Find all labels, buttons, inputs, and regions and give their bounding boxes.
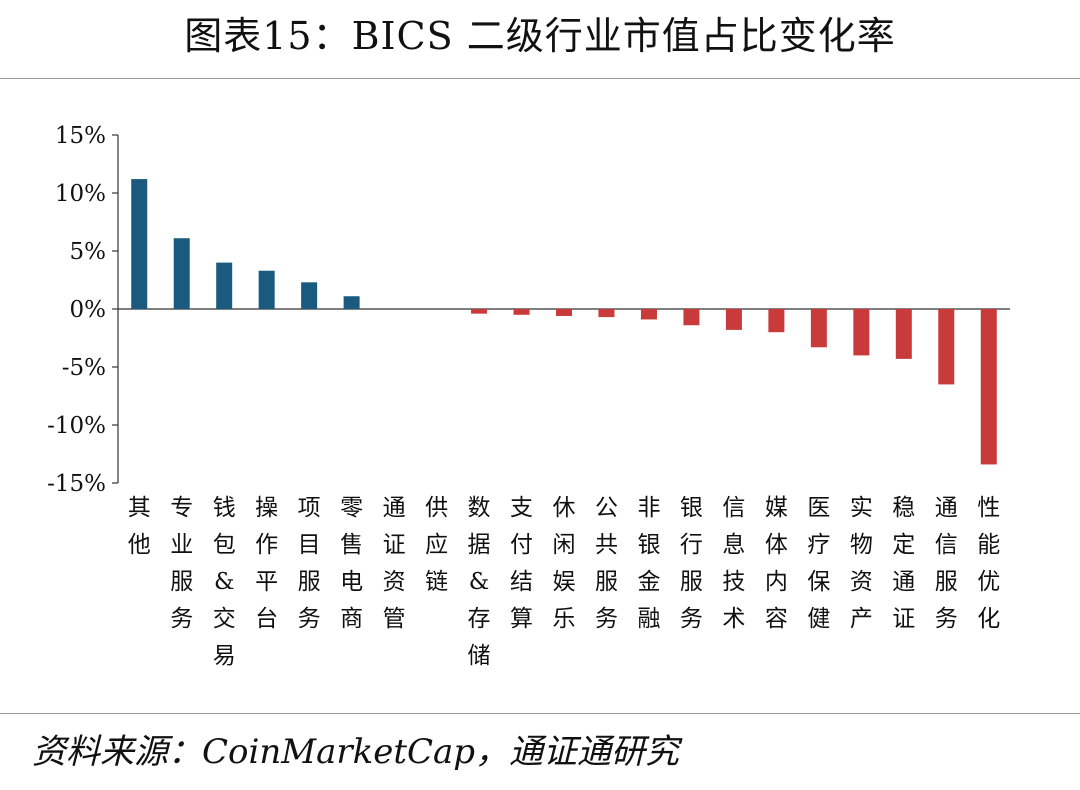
y-tick-label: -5%: [62, 355, 106, 381]
x-tick-label: 其他: [128, 495, 151, 558]
x-tick-label: 休闲娱乐: [553, 495, 576, 632]
bar: [810, 309, 827, 348]
y-tick-label: 5%: [70, 239, 107, 265]
bar: [343, 296, 360, 309]
bar: [598, 309, 615, 318]
x-tick-label: 支付结算: [510, 495, 533, 632]
x-tick-label: 钱包&交易: [213, 495, 236, 669]
y-tick-label: -15%: [47, 471, 106, 497]
x-tick-label: 医疗保健: [807, 495, 830, 632]
page-title: 图表15：BICS 二级行业市值占比变化率: [184, 14, 896, 58]
x-tick-label: 实物资产: [850, 495, 873, 632]
bar: [640, 309, 657, 320]
bars: [131, 179, 997, 465]
x-tick-label: 操作平台: [255, 495, 278, 632]
source-note: 资料来源：CoinMarketCap，通证通研究: [32, 732, 680, 772]
bar: [853, 309, 870, 356]
x-tick-label: 供应链: [425, 495, 448, 595]
bar: [216, 262, 233, 309]
bar: [895, 309, 912, 359]
x-tick-label: 性能优化: [977, 495, 1000, 632]
bar: [131, 179, 148, 309]
bar: [471, 309, 488, 314]
x-tick-label: 非银金融: [637, 495, 660, 632]
x-tick-label: 媒体内容: [765, 495, 788, 632]
top-divider: [0, 78, 1080, 79]
x-tick-label: 信息技术: [722, 495, 745, 632]
bar: [725, 309, 742, 330]
bar: [173, 238, 190, 309]
bar: [513, 309, 530, 315]
x-tick-label: 银行服务: [680, 495, 703, 632]
bar: [938, 309, 955, 385]
bar: [980, 309, 997, 465]
y-tick-label: 15%: [55, 123, 106, 149]
x-tick-label: 专业服务: [170, 495, 193, 632]
x-axis-labels: 其他专业服务钱包&交易操作平台项目服务零售电商通证资管供应链数据&存储支付结算休…: [128, 495, 1001, 669]
x-tick-label: 项目服务: [298, 495, 321, 632]
bar-chart: 15% 10% 5% 0% -5% -10% -15% 其他专业服务钱包&交易操作平台项目服…: [47, 123, 1010, 669]
y-tick-label: -10%: [47, 413, 106, 439]
bar: [301, 282, 318, 309]
x-tick-label: 零售电商: [340, 495, 363, 632]
y-tick-label: 10%: [55, 181, 106, 207]
bar: [683, 309, 700, 326]
x-tick-label: 稳定通证: [892, 495, 915, 632]
x-tick-label: 公共服务: [595, 495, 618, 632]
x-tick-label: 通信服务: [935, 495, 958, 632]
bar: [768, 309, 785, 333]
bar: [258, 270, 275, 309]
x-tick-label: 通证资管: [383, 495, 406, 632]
bottom-divider: [0, 713, 1080, 714]
y-tick-label: 0%: [70, 297, 107, 323]
bar: [556, 309, 572, 316]
x-tick-label: 数据&存储: [468, 495, 491, 669]
